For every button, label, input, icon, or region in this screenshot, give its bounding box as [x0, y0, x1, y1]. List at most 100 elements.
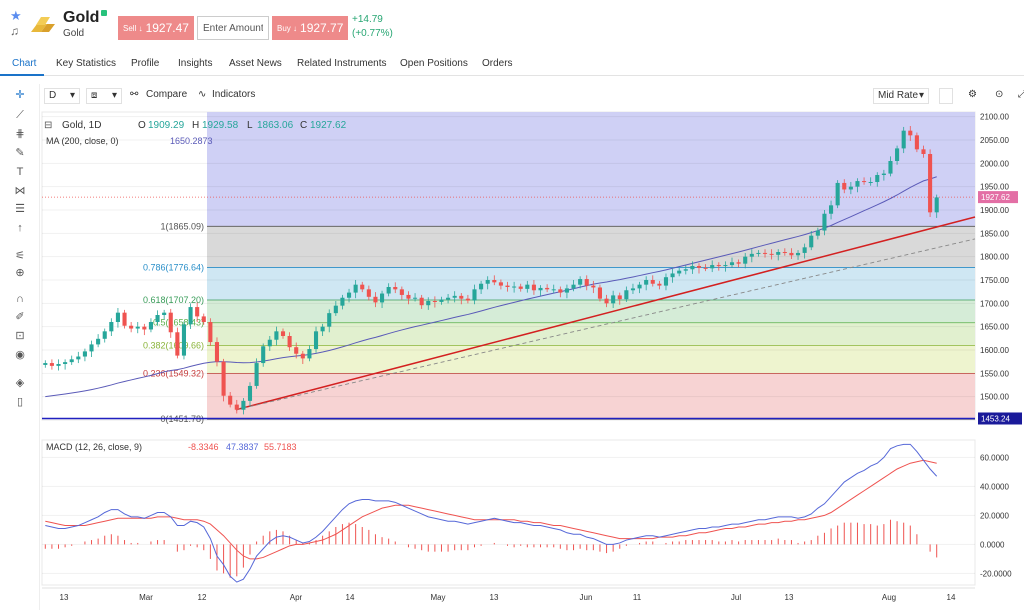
candle-body [571, 284, 576, 289]
price-axis-tick: 1800.00 [980, 253, 1009, 262]
candle-body [630, 288, 636, 291]
zoom-icon[interactable]: ⊕ [15, 267, 25, 279]
text-tool-icon[interactable]: T [16, 166, 24, 178]
drawing-toolbar: ✛ ⟋ ⋕ ✎ T ⋈ ☰ ↑ ⚟ ⊕ ∩ ✐ ⊡ ◉ ◈ ▯ [0, 84, 40, 610]
candle-body [63, 362, 68, 364]
price-change-absolute: +14.79 [352, 14, 383, 25]
indicators-icon[interactable]: ∿ [198, 89, 207, 100]
candle-body [531, 284, 536, 291]
candle-body [558, 289, 563, 293]
eye-icon[interactable]: ◉ [15, 349, 25, 361]
tab-open-positions[interactable]: Open Positions [400, 58, 468, 69]
trash-icon[interactable]: ▯ [16, 396, 24, 408]
lock-icon[interactable]: ⊡ [15, 330, 25, 342]
candle-body [162, 312, 167, 315]
candle-body [551, 289, 556, 291]
expand-icon[interactable]: ⤢ [1018, 89, 1024, 100]
amount-input[interactable] [197, 16, 269, 40]
candle-body [181, 324, 187, 356]
candle-body [327, 313, 332, 327]
macd-legend-value: 47.3837 [226, 442, 259, 452]
multi-line-icon[interactable]: ⋕ [15, 128, 25, 140]
rate-select[interactable]: Mid Rate ▾ [873, 88, 929, 104]
compare-icon[interactable]: ⚯ [130, 89, 139, 100]
candle-body [261, 346, 266, 364]
chart-type-select[interactable]: ⧈ ▾ [86, 88, 122, 104]
candle-body [518, 286, 523, 289]
candle-body [452, 295, 457, 298]
candle-body [241, 400, 246, 410]
crosshair-icon[interactable]: ✛ [15, 89, 25, 101]
time-axis-tick: 12 [198, 593, 207, 602]
last-price-tag [978, 191, 1018, 204]
tab-orders[interactable]: Orders [482, 58, 513, 69]
legend-collapse-icon: ⊟ [44, 120, 52, 131]
candle-body [76, 356, 81, 360]
candle-body [221, 361, 226, 396]
measure-icon[interactable]: ⚟ [15, 250, 25, 262]
price-axis-tick: 1550.00 [980, 369, 1009, 378]
ohlc-label: L [247, 120, 253, 131]
indicators-button[interactable]: Indicators [212, 89, 256, 100]
price-axis-tick: 1900.00 [980, 206, 1009, 215]
price-axis-tick: 1500.00 [980, 393, 1009, 402]
interval-value: D [49, 90, 57, 101]
fib-tool-icon[interactable]: ☰ [15, 203, 25, 215]
candle-body [928, 154, 933, 213]
tab-chart[interactable]: Chart [12, 58, 37, 69]
candle-body [274, 331, 279, 340]
candle-body [267, 339, 272, 347]
arrow-up-icon[interactable]: ↑ [17, 222, 23, 234]
time-axis-tick: Mar [139, 593, 153, 602]
candle-body [842, 182, 847, 190]
tab-asset-news[interactable]: Asset News [229, 58, 282, 69]
tab-key-statistics[interactable]: Key Statistics [56, 58, 117, 69]
candle-body [921, 149, 926, 154]
macd-legend-value: -8.3346 [188, 442, 219, 452]
star-icon[interactable]: ★ [10, 8, 22, 23]
pattern-icon[interactable]: ⋈ [14, 185, 26, 197]
candle-body [545, 287, 550, 290]
candle-body [743, 256, 748, 264]
sell-button[interactable]: Sell ↓ 1927.47 [118, 16, 194, 40]
tab-profile[interactable]: Profile [131, 58, 160, 69]
candle-body [254, 363, 259, 386]
fib-zone [207, 345, 975, 374]
candle-body [809, 235, 814, 248]
candle-body [789, 252, 794, 256]
time-axis-tick: Jun [580, 593, 593, 602]
ma-legend-label: MA (200, close, 0) [46, 136, 119, 146]
screenshot-icon[interactable]: ⊙ [995, 89, 1004, 100]
layers-icon[interactable]: ◈ [15, 377, 25, 389]
trend-line-icon[interactable]: ⟋ [16, 109, 24, 121]
candle-body [195, 307, 200, 317]
candle-body [479, 283, 484, 290]
candle-body [122, 312, 127, 326]
candle-body [89, 344, 94, 352]
lock-drawings-icon[interactable]: ✐ [15, 311, 25, 323]
alert-bell-icon[interactable]: ♫ [10, 24, 19, 38]
candle-body [49, 363, 54, 366]
candle-body [591, 285, 596, 288]
interval-select[interactable]: D ▾ [44, 88, 80, 104]
price-legend-symbol: Gold, 1D [62, 120, 101, 131]
time-axis-tick: Aug [882, 593, 896, 602]
candle-body [280, 331, 286, 336]
ohlc-value: 1929.58 [202, 120, 239, 131]
buy-button[interactable]: Buy ↓ 1927.77 [272, 16, 348, 40]
candle-body [102, 331, 107, 339]
candle-body [96, 338, 101, 345]
settings-gear-icon[interactable]: ⚙ [968, 89, 977, 100]
market-open-indicator [101, 10, 107, 16]
candle-body [802, 247, 807, 253]
candle-body [201, 316, 206, 322]
magnet-icon[interactable]: ∩ [16, 293, 24, 305]
brush-icon[interactable]: ✎ [15, 147, 25, 159]
tab-insights[interactable]: Insights [178, 58, 213, 69]
candle-body [604, 298, 609, 304]
tab-related-instruments[interactable]: Related Instruments [297, 58, 387, 69]
fullscreen-checkbox[interactable] [939, 88, 953, 104]
candle-body [373, 296, 378, 303]
compare-button[interactable]: Compare [146, 89, 188, 100]
